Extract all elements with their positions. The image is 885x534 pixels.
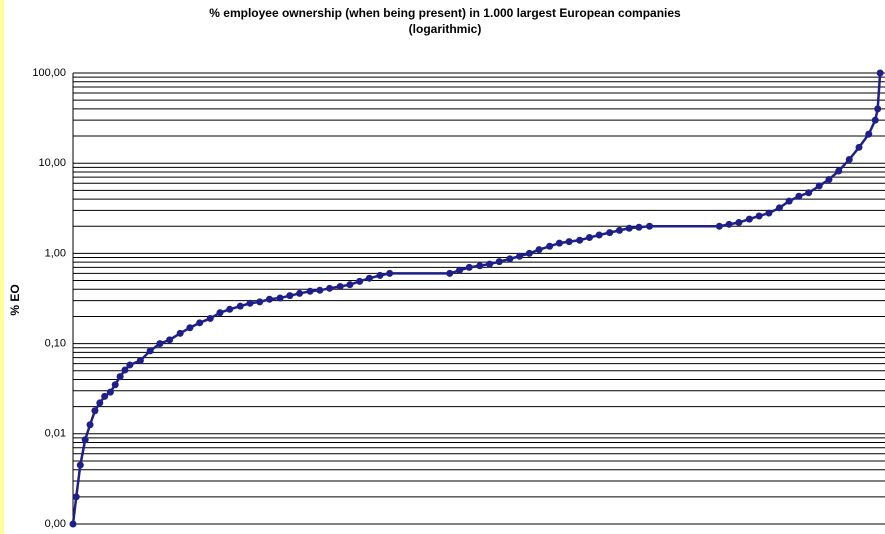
data-point xyxy=(206,314,214,322)
data-point xyxy=(72,493,80,501)
data-point xyxy=(625,224,633,232)
chart-subtitle: (logarithmic) xyxy=(409,22,482,36)
data-point xyxy=(446,269,454,277)
data-point xyxy=(555,239,563,247)
data-point xyxy=(495,258,503,266)
data-point xyxy=(815,182,823,190)
data-point xyxy=(346,281,354,289)
data-point xyxy=(166,336,174,344)
y-tick-label: 0,01 xyxy=(45,428,66,440)
data-point xyxy=(876,69,884,77)
data-point xyxy=(365,274,373,282)
data-point xyxy=(865,130,873,138)
y-tick-label: 1,00 xyxy=(45,247,66,259)
data-point xyxy=(386,269,394,277)
data-point xyxy=(855,143,863,151)
y-axis-label: % EO xyxy=(8,284,22,315)
data-point xyxy=(745,215,753,223)
data-point xyxy=(126,361,134,369)
data-point xyxy=(785,197,793,205)
data-point xyxy=(486,260,494,268)
data-point xyxy=(276,294,284,302)
data-point xyxy=(735,219,743,227)
data-point xyxy=(506,255,514,263)
data-point xyxy=(715,222,723,230)
data-point xyxy=(585,234,593,242)
data-point xyxy=(116,373,124,381)
data-point xyxy=(256,298,264,306)
data-point xyxy=(525,249,533,257)
data-point xyxy=(576,236,584,244)
data-point xyxy=(516,252,524,260)
data-point xyxy=(196,319,204,327)
data-point xyxy=(111,381,119,389)
data-point xyxy=(136,356,144,364)
data-point xyxy=(156,340,164,348)
data-point xyxy=(81,436,89,444)
data-point xyxy=(86,421,94,429)
data-point xyxy=(635,223,643,231)
data-point xyxy=(176,329,184,337)
y-tick-label: 0,10 xyxy=(45,338,66,350)
data-point xyxy=(96,399,104,407)
data-point xyxy=(306,287,314,295)
data-point xyxy=(565,238,573,246)
data-point xyxy=(646,222,654,230)
data-point xyxy=(376,271,384,279)
data-point xyxy=(76,461,84,469)
data-point xyxy=(186,324,194,332)
data-point xyxy=(226,305,234,313)
data-point xyxy=(356,277,364,285)
data-point xyxy=(336,282,344,290)
chart-title: % employee ownership (when being present… xyxy=(209,6,681,20)
y-tick-label: 100,00 xyxy=(32,67,66,79)
data-point xyxy=(765,209,773,217)
data-point xyxy=(106,388,114,396)
data-point xyxy=(476,262,484,270)
data-point xyxy=(775,204,783,212)
data-point xyxy=(725,220,733,228)
data-point xyxy=(871,116,879,124)
data-point xyxy=(456,266,464,274)
data-point xyxy=(296,289,304,297)
data-point xyxy=(326,284,334,292)
y-tick-label: 10,00 xyxy=(38,157,66,169)
data-point xyxy=(69,520,77,528)
data-point xyxy=(146,347,154,355)
data-point xyxy=(236,302,244,310)
data-point xyxy=(91,407,99,415)
data-point xyxy=(316,286,324,294)
data-point xyxy=(101,392,109,400)
data-point xyxy=(266,295,274,303)
data-point xyxy=(805,189,813,197)
data-point xyxy=(615,226,623,234)
data-point xyxy=(874,105,882,113)
data-point xyxy=(535,246,543,254)
data-point xyxy=(606,229,614,237)
data-point xyxy=(595,231,603,239)
data-point xyxy=(546,242,554,250)
data-point xyxy=(286,292,294,300)
data-point xyxy=(795,192,803,200)
data-point xyxy=(825,175,833,183)
data-point xyxy=(845,155,853,163)
data-point xyxy=(465,263,473,271)
data-point xyxy=(246,299,254,307)
y-tick-label: 0,00 xyxy=(45,518,66,530)
data-point xyxy=(755,212,763,220)
data-point xyxy=(216,309,224,317)
data-point xyxy=(121,366,129,374)
data-point xyxy=(835,167,843,175)
